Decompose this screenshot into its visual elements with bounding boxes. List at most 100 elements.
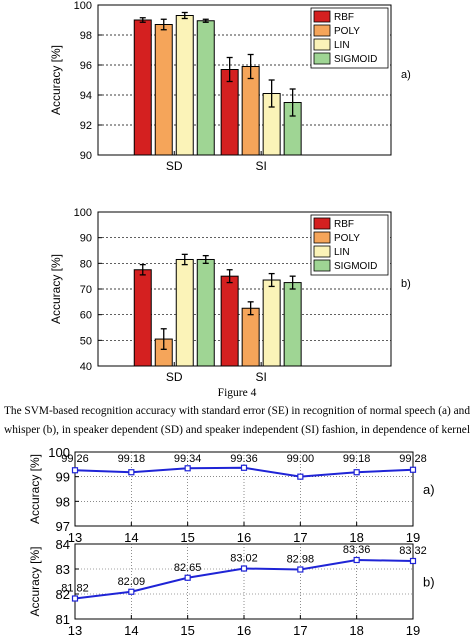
bar-poly-si (241, 66, 260, 156)
legend-label-rbf: RBF (334, 219, 354, 230)
caption-line-1: The SVM-based recognition accuracy with … (4, 405, 470, 417)
line-chart-normal-speech: 97 98 99 100 Accuracy [%] 99.26 99.18 99.34 99.3… (28, 445, 435, 545)
bar-chart-whisper: 40 50 60 70 80 90 100 Accuracy [%] SD SI RBF POLY LI… (49, 207, 411, 384)
bar-lin-sd (175, 258, 194, 367)
y-axis-label: Accuracy [%] (49, 254, 63, 324)
y-tick-label: 97 (56, 519, 70, 534)
data-point (184, 465, 191, 472)
x-tick-label-si: SI (255, 159, 266, 173)
legend-label-rbf: RBF (334, 12, 354, 23)
data-label: 83.02 (230, 553, 258, 565)
panel-tag: b) (401, 278, 411, 290)
y-tick-label: 92 (80, 120, 92, 132)
data-point (128, 469, 135, 476)
bar-poly-sd (154, 24, 173, 156)
x-tick-label: 16 (237, 530, 251, 545)
y-tick-label: 84 (56, 537, 70, 552)
y-tick-label: 70 (80, 284, 92, 296)
x-tick-label: 19 (406, 530, 420, 545)
data-point (128, 588, 135, 595)
line-chart-whisper: 81 82 83 84 13 14 15 16 17 18 19 Accuracy [%] 81.82 8… (28, 537, 435, 637)
legend-swatch-lin (313, 38, 331, 51)
bar-rbf-si (220, 275, 239, 367)
x-tick-label: 18 (349, 623, 363, 637)
panel-tag: a) (401, 69, 411, 81)
y-axis-label: Accuracy [%] (49, 45, 63, 115)
y-tick-label: 100 (48, 445, 70, 460)
data-point (240, 464, 248, 471)
bar-rbf-sd (133, 19, 152, 156)
bar-rbf-si (220, 69, 239, 156)
data-point (409, 557, 417, 565)
legend-swatch-sigmoid (313, 52, 331, 65)
legend-label-lin: LIN (334, 247, 350, 258)
data-point (409, 466, 417, 473)
bar-poly-si (241, 307, 260, 367)
y-tick-label: 90 (80, 150, 92, 162)
figure-caption: Figure 4 (218, 387, 257, 399)
data-point (297, 566, 304, 573)
x-tick-label: 19 (406, 623, 420, 637)
legend-label-sigmoid: SIGMOID (334, 54, 377, 65)
data-label: 99.18 (343, 453, 371, 465)
y-tick-label: 40 (80, 361, 92, 373)
y-tick-label: 99 (56, 470, 70, 485)
x-tick-label-sd: SD (166, 159, 183, 173)
bar-lin-si (262, 279, 281, 367)
legend-swatch-rbf (313, 217, 331, 230)
x-tick-label: 13 (68, 623, 82, 637)
data-label: 83.32 (399, 545, 427, 557)
data-point (353, 469, 360, 476)
x-tick-label: 17 (293, 623, 307, 637)
y-axis-label: Accuracy [%] (28, 546, 42, 616)
data-point (353, 556, 360, 564)
data-label: 82.09 (118, 576, 146, 588)
y-tick-label: 81 (56, 612, 70, 627)
x-tick-label-sd: SD (166, 370, 183, 384)
legend-swatch-sigmoid (313, 259, 331, 272)
y-tick-label: 60 (80, 310, 92, 322)
y-tick-label: 98 (80, 30, 92, 42)
y-tick-label: 100 (74, 207, 92, 219)
data-point (184, 574, 191, 581)
x-tick-label: 13 (68, 530, 82, 545)
x-tick-label: 14 (124, 530, 138, 545)
caption-line-2: whisper (b), in speaker dependent (SD) a… (4, 424, 470, 436)
x-tick-label: 18 (349, 530, 363, 545)
legend-label-poly: POLY (334, 233, 360, 244)
y-axis-label: Accuracy [%] (28, 454, 42, 524)
bar-chart-normal-speech: 90 92 94 96 98 100 Accuracy [%] SD SI RBF POLY LIN S… (49, 0, 411, 173)
data-label: 99.00 (287, 453, 315, 465)
bar-sigmoid-sd (196, 258, 215, 367)
y-tick-label: 94 (80, 90, 92, 102)
x-tick-label: 16 (237, 623, 251, 637)
data-point (297, 473, 304, 480)
x-tick-label: 14 (124, 623, 138, 637)
bar-rbf-sd (133, 269, 152, 367)
legend-swatch-poly (313, 231, 331, 244)
data-label: 81.82 (61, 583, 89, 595)
y-tick-label: 50 (80, 335, 92, 347)
x-tick-label: 17 (293, 530, 307, 545)
data-point (71, 467, 79, 474)
y-tick-label: 98 (56, 494, 70, 509)
legend-label-poly: POLY (334, 26, 360, 37)
bar-sigmoid-sd (196, 20, 215, 156)
bar-lin-sd (175, 15, 194, 156)
x-tick-label: 15 (180, 623, 194, 637)
data-label: 83.36 (343, 544, 371, 556)
bar-sigmoid-si (283, 282, 302, 367)
y-tick-label: 82 (56, 587, 70, 602)
data-point (71, 595, 79, 602)
y-tick-label: 90 (80, 233, 92, 245)
y-tick-label: 96 (80, 60, 92, 72)
data-label: 99.18 (118, 453, 146, 465)
data-label: 99.36 (230, 453, 258, 465)
x-tick-label-si: SI (255, 370, 266, 384)
panel-tag: b) (423, 575, 435, 590)
legend-swatch-rbf (313, 10, 331, 23)
data-label: 82.65 (174, 562, 202, 574)
y-tick-label: 80 (80, 258, 92, 270)
legend-label-lin: LIN (334, 40, 350, 51)
